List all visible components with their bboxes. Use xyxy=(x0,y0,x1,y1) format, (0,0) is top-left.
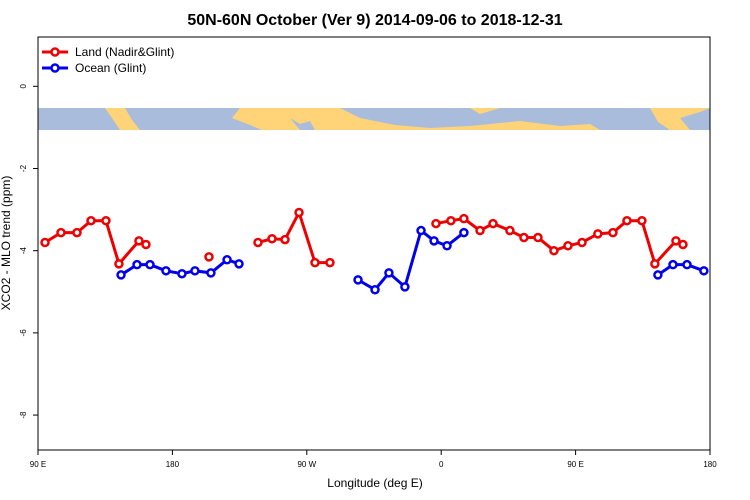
data-point xyxy=(325,257,335,268)
data-point xyxy=(101,215,111,226)
data-point xyxy=(234,259,244,269)
data-point xyxy=(40,237,50,248)
data-point xyxy=(177,268,187,279)
map-ocean xyxy=(38,108,710,130)
data-point xyxy=(416,225,426,236)
data-point xyxy=(280,234,290,245)
data-point xyxy=(86,215,96,226)
x-axis-label: Longitude (deg E) xyxy=(327,476,422,490)
data-point xyxy=(429,236,439,246)
data-point xyxy=(475,225,485,236)
y-tick-label: -8 xyxy=(19,411,28,419)
x-tick-label: 0 xyxy=(439,460,444,469)
data-point xyxy=(668,259,678,270)
data-point xyxy=(549,245,559,256)
legend-marker xyxy=(50,63,60,73)
data-point xyxy=(442,241,452,251)
data-point xyxy=(650,259,660,269)
data-point xyxy=(141,239,151,250)
data-point xyxy=(206,268,216,278)
x-tick-label: 180 xyxy=(166,460,180,469)
data-point xyxy=(132,259,142,270)
data-point xyxy=(384,268,394,278)
y-tick-label: -4 xyxy=(19,247,28,255)
x-tick-label: 180 xyxy=(703,460,717,469)
data-point xyxy=(505,225,515,236)
data-point xyxy=(577,237,587,248)
plot-frame xyxy=(37,36,711,451)
map-band xyxy=(38,108,710,130)
data-point xyxy=(637,215,647,226)
data-point xyxy=(310,257,320,268)
data-point xyxy=(116,270,126,280)
y-axis-label: XCO2 - MLO trend (ppm) xyxy=(0,176,13,311)
data-point xyxy=(622,215,632,226)
data-point xyxy=(608,227,618,238)
data-point xyxy=(682,259,692,270)
data-point xyxy=(519,232,529,243)
data-point xyxy=(161,266,171,276)
data-point xyxy=(204,252,214,262)
data-point xyxy=(459,213,469,224)
data-point xyxy=(400,282,410,292)
data-point xyxy=(353,275,363,285)
legend-label: Ocean (Glint) xyxy=(75,61,146,75)
data-point xyxy=(114,259,124,269)
data-point xyxy=(533,232,543,243)
data-point xyxy=(294,207,304,218)
x-tick-label: 90 E xyxy=(567,460,583,469)
data-point xyxy=(267,234,277,244)
data-point xyxy=(134,236,144,246)
y-tick-label: -2 xyxy=(19,164,28,172)
data-point xyxy=(699,266,709,276)
x-tick-label: 90 E xyxy=(30,460,46,469)
data-point xyxy=(72,227,82,238)
data-point xyxy=(488,218,498,229)
chart-title: 50N-60N October (Ver 9) 2014-09-06 to 20… xyxy=(187,12,562,29)
legend-label: Land (Nadir&Glint) xyxy=(75,45,174,59)
x-tick-label: 90 W xyxy=(297,460,316,469)
data-point xyxy=(671,236,681,246)
data-point xyxy=(678,239,688,250)
data-point xyxy=(459,227,469,238)
data-point xyxy=(145,259,155,270)
data-point xyxy=(370,284,380,295)
data-point xyxy=(56,227,66,238)
y-tick-label: -6 xyxy=(19,329,28,337)
data-point xyxy=(563,241,573,251)
data-point xyxy=(593,229,603,239)
legend-marker xyxy=(50,47,60,57)
data-point xyxy=(431,218,441,229)
data-point xyxy=(222,254,232,265)
data-point xyxy=(446,215,456,226)
data-point xyxy=(653,270,663,280)
y-tick-label: 0 xyxy=(19,84,28,89)
data-point xyxy=(253,237,263,248)
data-point xyxy=(190,266,200,276)
